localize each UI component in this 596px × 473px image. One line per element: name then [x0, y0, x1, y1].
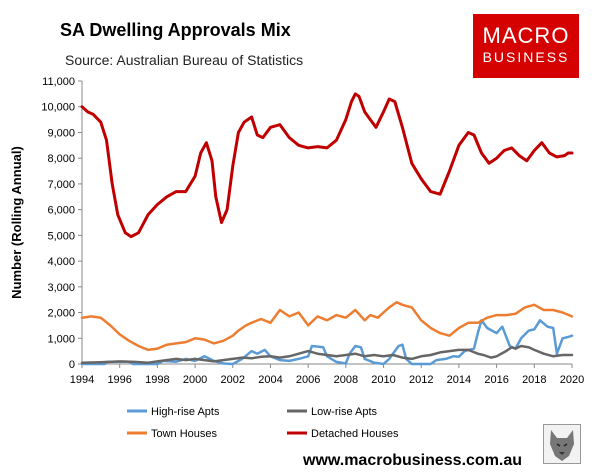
legend-label: Low-rise Apts	[311, 406, 378, 418]
x-tick-label: 2018	[522, 374, 546, 386]
series-line-high-rise-apts	[80, 319, 574, 366]
y-tick-label: 0	[69, 359, 75, 371]
wolf-icon	[543, 424, 581, 464]
x-tick-label: 2000	[183, 374, 207, 386]
macrobusiness-logo: MACRO BUSINESS	[473, 14, 579, 78]
legend-label: High-rise Apts	[151, 406, 220, 418]
legend-label: Town Houses	[151, 428, 218, 440]
x-tick-label: 1996	[107, 374, 131, 386]
x-tick-label: 1998	[145, 374, 169, 386]
series-line-detached-houses	[80, 92, 574, 239]
y-tick-label: 9,000	[47, 127, 75, 139]
x-tick-label: 2008	[334, 374, 358, 386]
x-tick-label: 2014	[447, 374, 471, 386]
chart-title: SA Dwelling Approvals Mix	[60, 20, 291, 40]
x-tick-label: 2004	[258, 374, 282, 386]
chart-source: Source: Australian Bureau of Statistics	[65, 52, 304, 68]
footer-url: www.macrobusiness.com.au	[303, 452, 523, 469]
y-tick-label: 4,000	[47, 256, 75, 268]
x-tick-label: 2012	[409, 374, 433, 386]
y-axis-label: Number (Rolling Annual)	[9, 146, 24, 299]
y-tick-label: 8,000	[47, 153, 75, 165]
series-line-town-houses	[80, 301, 574, 352]
legend: High-rise Apts Low-rise Apts Town Houses De…	[127, 406, 399, 440]
x-tick-label: 2020	[560, 374, 584, 386]
axes: 0 1,000 2,000 3,000 4,000 5,000 6,000 7,000 8,00…	[9, 76, 584, 386]
x-tick-label: 2002	[221, 374, 245, 386]
series-line-low-rise-apts	[80, 344, 574, 364]
y-tick-label: 10,000	[41, 102, 75, 114]
x-tick-label: 2016	[484, 374, 508, 386]
x-tick-label: 1994	[70, 374, 94, 386]
logo-line1: MACRO	[482, 23, 570, 48]
y-tick-label: 11,000	[42, 76, 75, 88]
y-tick-label: 5,000	[47, 230, 75, 242]
series-lines	[80, 92, 574, 366]
y-tick-label: 7,000	[47, 179, 75, 191]
y-tick-label: 6,000	[47, 205, 75, 217]
y-tick-label: 2,000	[47, 308, 75, 320]
x-tick-label: 2006	[296, 374, 320, 386]
x-tick-label: 2010	[371, 374, 395, 386]
logo-line2: BUSINESS	[482, 49, 570, 65]
legend-label: Detached Houses	[311, 428, 399, 440]
y-tick-label: 1,000	[47, 333, 75, 345]
y-tick-label: 3,000	[47, 282, 75, 294]
